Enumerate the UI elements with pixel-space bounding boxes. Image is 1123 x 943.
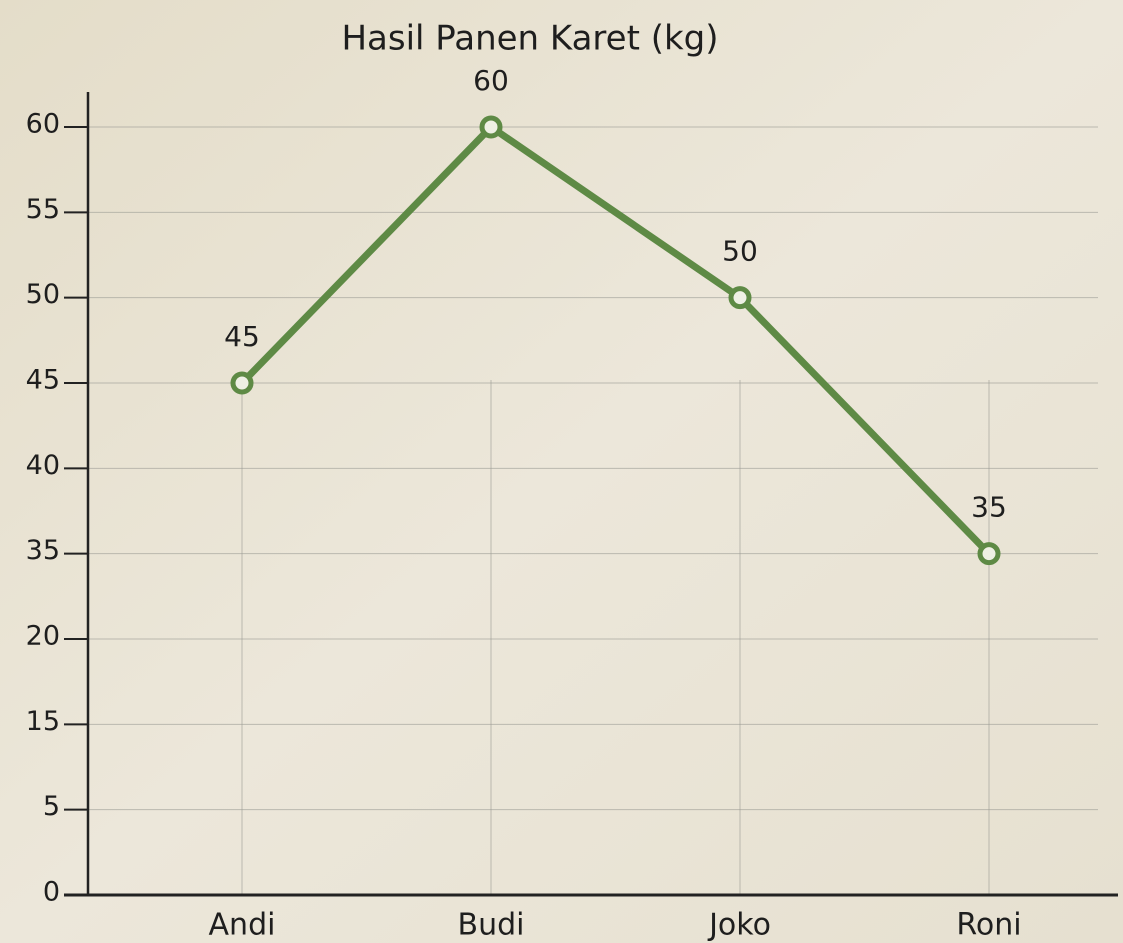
y-tick-label: 20 <box>26 621 60 652</box>
x-tick-label: Joko <box>707 908 771 943</box>
chart-title: Hasil Panen Karet (kg) <box>341 19 718 59</box>
y-tick-label: 60 <box>26 109 60 140</box>
background <box>0 0 1123 943</box>
data-point <box>731 289 749 307</box>
data-label: 50 <box>722 235 758 268</box>
y-tick-label: 40 <box>26 450 60 481</box>
data-label: 60 <box>473 64 509 97</box>
x-tick-label: Budi <box>458 908 525 943</box>
x-tick-label: Roni <box>956 908 1021 943</box>
y-tick-label: 55 <box>26 194 60 225</box>
data-label: 35 <box>971 491 1007 524</box>
y-tick-label: 0 <box>43 877 60 908</box>
data-label: 45 <box>224 320 260 353</box>
data-point <box>980 545 998 563</box>
page: Hasil Panen Karet (kg) 60555045403520155… <box>0 0 1123 943</box>
y-tick-label: 15 <box>26 706 60 737</box>
chart: Hasil Panen Karet (kg) 60555045403520155… <box>0 0 1123 943</box>
data-point <box>233 374 251 392</box>
y-tick-label: 5 <box>43 791 60 822</box>
x-tick-label: Andi <box>209 908 276 943</box>
y-tick-label: 35 <box>26 535 60 566</box>
data-point <box>482 118 500 136</box>
y-tick-label: 50 <box>26 279 60 310</box>
y-tick-label: 45 <box>26 365 60 396</box>
